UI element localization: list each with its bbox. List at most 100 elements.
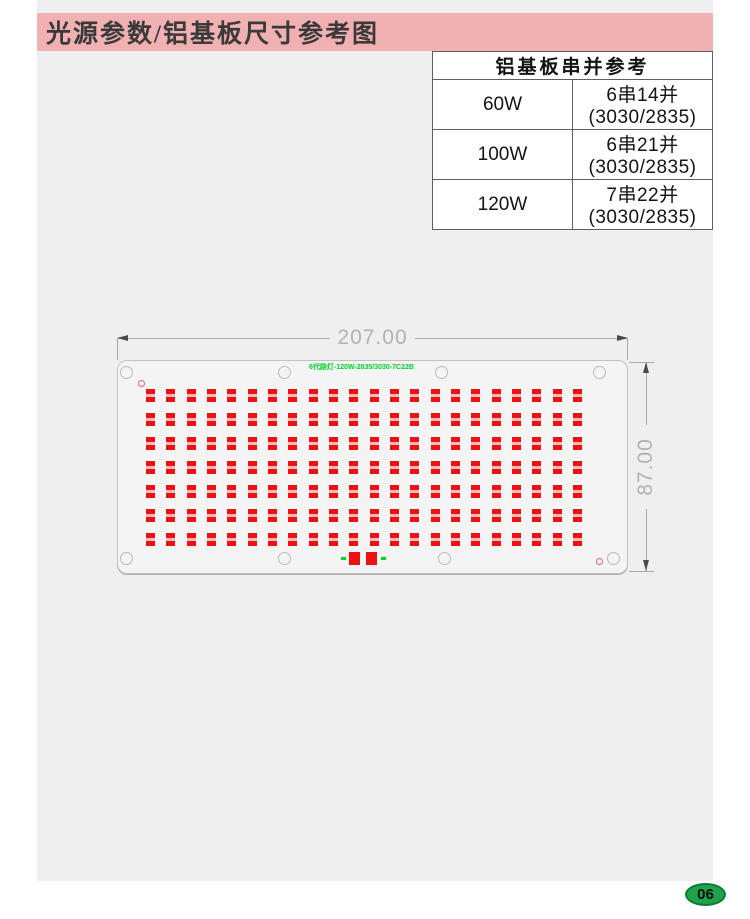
connector-pad	[349, 552, 360, 565]
led-pad	[247, 389, 257, 402]
dimension-line	[117, 337, 331, 339]
led-pad	[369, 389, 379, 402]
led-pad	[572, 485, 582, 498]
led-pad	[227, 461, 237, 474]
section-header-bar: 光源参数/铝基板尺寸参考图	[37, 13, 713, 51]
led-pad	[267, 485, 277, 498]
led-pad	[328, 389, 338, 402]
led-pad	[471, 437, 481, 450]
led-pad	[410, 533, 420, 546]
led-pad	[450, 413, 460, 426]
led-pad	[430, 485, 440, 498]
led-pad	[369, 509, 379, 522]
led-pad	[166, 461, 176, 474]
led-pad	[247, 413, 257, 426]
page-number: 06	[697, 886, 714, 903]
spec-table-title: 铝基板串并参考	[432, 51, 713, 80]
led-pad	[430, 509, 440, 522]
led-pad	[491, 437, 501, 450]
led-pad	[389, 533, 399, 546]
led-pad	[328, 437, 338, 450]
led-pad	[389, 509, 399, 522]
spec-table: 铝基板串并参考 60W 6串14并(3030/2835) 100W 6串21并(303…	[432, 51, 713, 230]
led-pad	[308, 485, 318, 498]
led-pad	[308, 389, 318, 402]
led-pad	[410, 485, 420, 498]
mounting-hole	[437, 551, 451, 565]
led-pad	[186, 485, 196, 498]
led-pad	[450, 509, 460, 522]
spec-table-header-row: 铝基板串并参考	[432, 51, 713, 80]
led-pad	[552, 509, 562, 522]
led-pad	[206, 485, 216, 498]
led-pad	[511, 509, 521, 522]
led-pad	[491, 461, 501, 474]
led-pad	[572, 461, 582, 474]
led-pad	[206, 413, 216, 426]
led-pad	[532, 413, 542, 426]
led-pad	[308, 413, 318, 426]
mounting-hole	[592, 365, 606, 379]
dimension-line	[414, 337, 629, 339]
led-pad	[308, 509, 318, 522]
led-pad	[206, 533, 216, 546]
led-pad	[186, 437, 196, 450]
page-title: 光源参数/铝基板尺寸参考图	[46, 21, 379, 48]
led-pad	[410, 437, 420, 450]
led-pad	[328, 461, 338, 474]
led-pad	[450, 533, 460, 546]
led-pad	[389, 461, 399, 474]
led-pad	[328, 533, 338, 546]
led-pad	[369, 461, 379, 474]
led-pad	[267, 461, 277, 474]
polarity-mark	[381, 557, 386, 560]
led-pad	[410, 389, 420, 402]
extension-line	[627, 338, 628, 360]
led-pad	[369, 437, 379, 450]
led-pad	[471, 461, 481, 474]
dimension-arrow-left	[117, 335, 128, 341]
led-pad	[471, 413, 481, 426]
led-pad	[166, 485, 176, 498]
mounting-hole	[119, 365, 133, 379]
led-pad	[349, 509, 359, 522]
led-pad	[552, 485, 562, 498]
led-pad	[430, 437, 440, 450]
led-pad	[308, 461, 318, 474]
dimension-arrow-right	[617, 335, 628, 341]
led-pad	[328, 413, 338, 426]
led-pad	[288, 509, 298, 522]
led-pad	[349, 461, 359, 474]
led-pad	[471, 389, 481, 402]
led-pad	[328, 509, 338, 522]
led-pad	[288, 413, 298, 426]
led-pad	[247, 485, 257, 498]
led-pad	[186, 461, 196, 474]
page-number-badge: 06	[685, 883, 726, 906]
led-pad	[146, 389, 155, 402]
extension-line	[117, 338, 118, 360]
led-pad	[206, 461, 216, 474]
mounting-hole	[277, 365, 291, 379]
led-pad	[247, 461, 257, 474]
height-dimension: 87.00	[634, 362, 657, 571]
led-pad	[511, 389, 521, 402]
led-pad	[267, 533, 277, 546]
led-pad	[166, 437, 176, 450]
power-cell: 100W	[432, 129, 573, 180]
led-pad	[572, 509, 582, 522]
led-pad	[389, 389, 399, 402]
led-pad	[146, 437, 155, 450]
width-dimension: 207.00	[117, 326, 629, 349]
led-pad	[206, 437, 216, 450]
led-pad	[308, 437, 318, 450]
led-pad	[471, 533, 481, 546]
led-pad	[471, 485, 481, 498]
led-pad	[247, 533, 257, 546]
led-pad	[206, 509, 216, 522]
config-cell: 7串22并(3030/2835)	[572, 179, 713, 230]
led-pad	[146, 413, 155, 426]
led-pad	[572, 437, 582, 450]
led-pad	[166, 413, 176, 426]
led-pad	[369, 533, 379, 546]
